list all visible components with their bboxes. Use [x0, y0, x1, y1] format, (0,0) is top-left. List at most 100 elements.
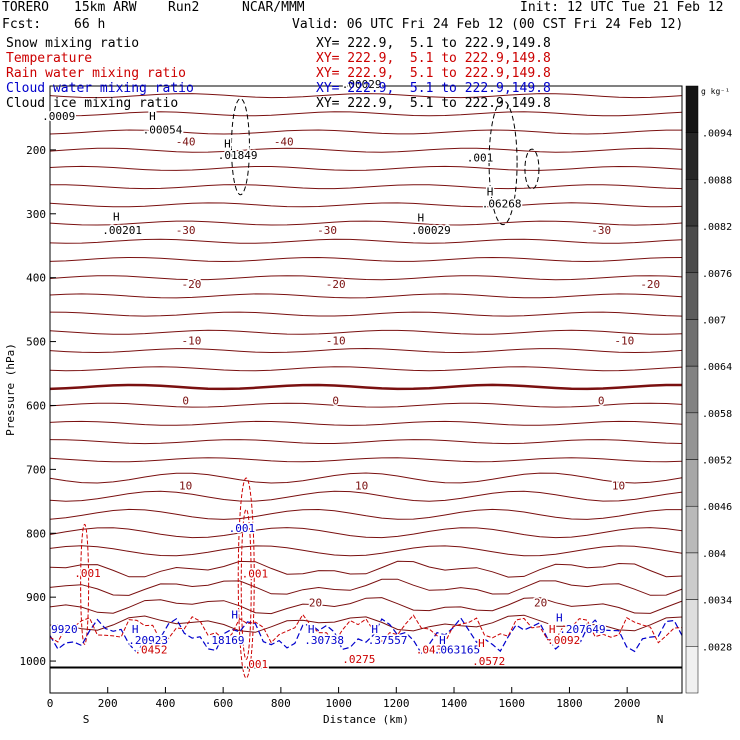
isotherm-line	[49, 93, 683, 99]
isotherm-line	[49, 578, 683, 596]
contour-annotation: .001	[229, 522, 256, 535]
colorbar-segment	[685, 319, 699, 367]
isotherm-line	[49, 508, 682, 520]
isotherm-line	[49, 311, 683, 317]
isotherm-line	[49, 129, 682, 135]
isotherm-line	[50, 614, 683, 633]
colorbar-segment	[685, 272, 699, 320]
y-tick-label: 1000	[20, 655, 47, 668]
ice-contour	[488, 100, 518, 226]
field-rain-name: Rain water mixing ratio	[6, 66, 187, 81]
cloud-water-contour	[49, 617, 683, 655]
isotherm-line	[49, 347, 683, 354]
header-valid: Valid: 06 UTC Fri 24 Feb 12 (00 CST Fri …	[292, 17, 684, 32]
isotherm-label: -40	[176, 136, 196, 149]
header-fcst-label: Fcst:	[2, 17, 42, 32]
contour-annotation: H	[132, 623, 139, 636]
north-label: N	[657, 713, 664, 726]
colorbar-segment	[685, 365, 699, 414]
rain-water-contour	[49, 613, 683, 644]
isotherm-line	[49, 439, 683, 445]
y-tick-label: 500	[26, 336, 46, 349]
colorbar-segment	[685, 412, 699, 460]
contour-annotation: .37557	[368, 634, 408, 647]
contour-annotation: .001	[74, 567, 101, 580]
colorbar-tick-label: .0058	[702, 409, 732, 420]
contour-annotation: .001	[242, 568, 269, 581]
isotherm-line	[49, 256, 683, 263]
colorbar-segment	[685, 599, 699, 647]
isotherm-label: 0	[332, 394, 339, 407]
isotherm-label: -10	[181, 334, 201, 347]
contour-annotation: H	[478, 637, 485, 650]
contour-annotation: H	[308, 623, 315, 636]
contour-annotation: .001	[242, 658, 269, 671]
contour-annotation: H	[113, 210, 120, 223]
contour-annotation: .0092	[547, 634, 580, 647]
header-run: Run2	[168, 0, 200, 15]
header-resolution: 15km ARW	[74, 0, 137, 15]
isotherm-line	[49, 545, 683, 557]
field-snow-xy: XY= 222.9, 5.1 to 222.9,149.8	[316, 36, 551, 51]
isotherm-label: -20	[326, 278, 346, 291]
contour-annotation: H	[439, 634, 446, 647]
plot-frame	[49, 85, 683, 694]
field-temperature-name: Temperature	[6, 51, 93, 66]
y-tick-label: 300	[26, 208, 46, 221]
x-tick-label: 0	[47, 697, 54, 710]
colorbar-tick-label: .0076	[702, 269, 732, 280]
x-tick-label: 800	[271, 697, 291, 710]
rain-contour	[80, 523, 90, 645]
isotherm-line	[49, 560, 683, 578]
y-axis-label: Pressure (hPa)	[4, 343, 17, 436]
isotherm-line	[49, 472, 683, 484]
contour-annotation: .0572	[472, 655, 505, 668]
isotherm-line	[49, 329, 683, 335]
isotherm-line	[50, 184, 683, 190]
header-init: Init: 12 UTC Tue 21 Feb 12	[520, 0, 724, 15]
colorbar-segment	[685, 505, 699, 554]
isotherm-line	[49, 202, 683, 208]
isotherm-line	[49, 402, 683, 408]
contour-annotation: .30738	[304, 634, 344, 647]
field-cloudice-name: Cloud ice mixing ratio	[6, 96, 179, 111]
isotherm-line	[49, 527, 683, 539]
header-model: TORERO	[2, 0, 49, 15]
field-snow-name: Snow mixing ratio	[6, 36, 140, 51]
field-cloudwater-name: Cloud water mixing ratio	[6, 81, 194, 96]
x-tick-label: 400	[155, 697, 175, 710]
colorbar-tick-label: .004	[702, 549, 726, 560]
y-tick-label: 600	[26, 399, 46, 412]
colorbar-tick-label: .007	[702, 315, 726, 326]
x-tick-label: 200	[98, 697, 118, 710]
colorbar-tick-label: .0064	[702, 362, 732, 373]
x-tick-label: 1600	[498, 697, 525, 710]
y-tick-label: 800	[26, 527, 46, 540]
contour-annotation: .20923	[128, 634, 168, 647]
colorbar-segment	[685, 225, 699, 274]
contour-annotation: .001	[467, 152, 494, 165]
isotherm-label: 20	[534, 596, 547, 609]
rain-contour	[237, 477, 255, 679]
isotherm-line	[49, 293, 683, 299]
colorbar-segment	[685, 85, 699, 133]
colorbar-tick-label: .0088	[702, 175, 732, 186]
x-tick-label: 1200	[383, 697, 410, 710]
contour-annotation: H	[149, 110, 156, 123]
isotherm-label: 0	[598, 394, 605, 407]
snow-contour	[230, 98, 250, 196]
isotherm-label: -10	[326, 334, 346, 347]
contour-annotation: .00054	[143, 123, 183, 136]
contour-annotation: .00029	[342, 78, 382, 91]
contour-annotation: H	[224, 138, 231, 151]
isotherm-line	[49, 147, 683, 153]
contour-annotation: .063165	[434, 644, 480, 657]
header-center: NCAR/MMM	[242, 0, 305, 15]
contour-annotation: 9920	[51, 623, 78, 636]
colorbar-tick-label: .0028	[702, 642, 732, 653]
isotherm-line	[49, 366, 683, 372]
colorbar-tick-label: .0052	[702, 456, 732, 467]
isotherm-line	[49, 457, 683, 463]
contour-annotation: .18169	[205, 634, 245, 647]
